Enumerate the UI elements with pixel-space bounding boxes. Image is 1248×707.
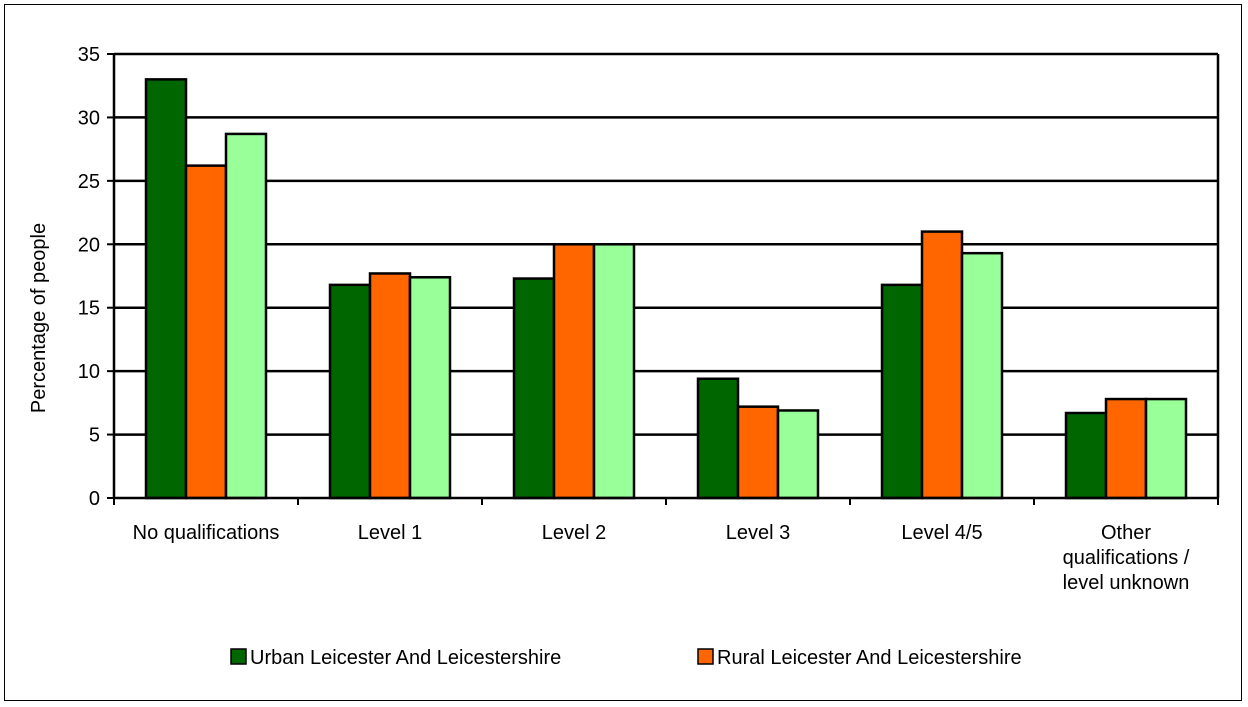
legend-swatch (230, 648, 247, 665)
bar-series1-cat1 (144, 78, 188, 500)
bar-series3-cat2 (408, 276, 452, 500)
y-axis-ticks: 0 5 10 15 20 25 30 35 (78, 44, 114, 510)
bar-series2-cat6 (1104, 397, 1148, 500)
x-tick-label: Level 1 (358, 522, 423, 544)
legend-swatch (697, 648, 714, 665)
y-tick-label: 30 (78, 107, 100, 129)
bar-series2-cat2 (368, 272, 412, 500)
legend-label: Rural Leicester And Leicestershire (717, 647, 1022, 669)
x-tick-label-line: Level 3 (726, 522, 791, 544)
bar-series1-cat4 (696, 377, 740, 500)
x-tick-label: Level 3 (726, 522, 791, 544)
bar-series1-cat3 (512, 277, 556, 500)
bar-series2-cat3 (552, 243, 596, 500)
x-tick-label-line: Other (1101, 522, 1151, 544)
x-tick-label-line: No qualifications (133, 522, 280, 544)
bar-series2-cat1 (184, 164, 228, 500)
legend-label: Urban Leicester And Leicestershire (250, 647, 561, 669)
y-tick-label: 25 (78, 171, 100, 193)
x-tick-label: Level 2 (542, 522, 607, 544)
bar-series1-cat6 (1064, 411, 1108, 500)
x-tick-label: No qualifications (133, 522, 280, 544)
x-tick-label-line: Level 4/5 (901, 522, 982, 544)
bar-series1-cat2 (328, 283, 372, 500)
bar-series3-cat1 (224, 132, 268, 500)
bar-chart: 0 5 10 15 20 25 30 35 No qualifications Level 1 L… (28, 44, 1220, 669)
x-tick-label: Level 4/5 (901, 522, 982, 544)
x-tick-label: Other qualifications / level unknown (1063, 522, 1190, 594)
y-tick-label: 15 (78, 298, 100, 320)
y-tick-label: 5 (89, 425, 100, 447)
bar-series3-cat3 (592, 243, 636, 500)
legend: Urban Leicester And Leicestershire Rural … (230, 647, 1022, 669)
bar-series3-cat6 (1144, 397, 1188, 500)
y-tick-label: 10 (78, 361, 100, 383)
bar-series2-cat5 (920, 230, 964, 500)
bar-series3-cat4 (776, 409, 820, 500)
bars (144, 78, 1188, 500)
y-tick-label: 35 (78, 44, 100, 66)
chart-frame: 0 5 10 15 20 25 30 35 No qualifications Level 1 L… (4, 4, 1242, 701)
bar-series2-cat4 (736, 405, 780, 500)
x-tick-label-line: Level 2 (542, 522, 607, 544)
x-axis-ticks: No qualifications Level 1 Level 2 Level 3 Le… (113, 498, 1219, 594)
y-tick-label: 0 (89, 488, 100, 510)
bar-series3-cat5 (960, 251, 1004, 500)
x-tick-label-line: Level 1 (358, 522, 423, 544)
gridlines (114, 52, 1218, 436)
axes (112, 54, 1220, 500)
x-tick-label-line: level unknown (1063, 572, 1190, 594)
bar-series1-cat5 (880, 283, 924, 500)
y-axis-label: Percentage of people (28, 223, 50, 413)
y-tick-label: 20 (78, 234, 100, 256)
x-tick-label-line: qualifications / (1063, 547, 1190, 569)
